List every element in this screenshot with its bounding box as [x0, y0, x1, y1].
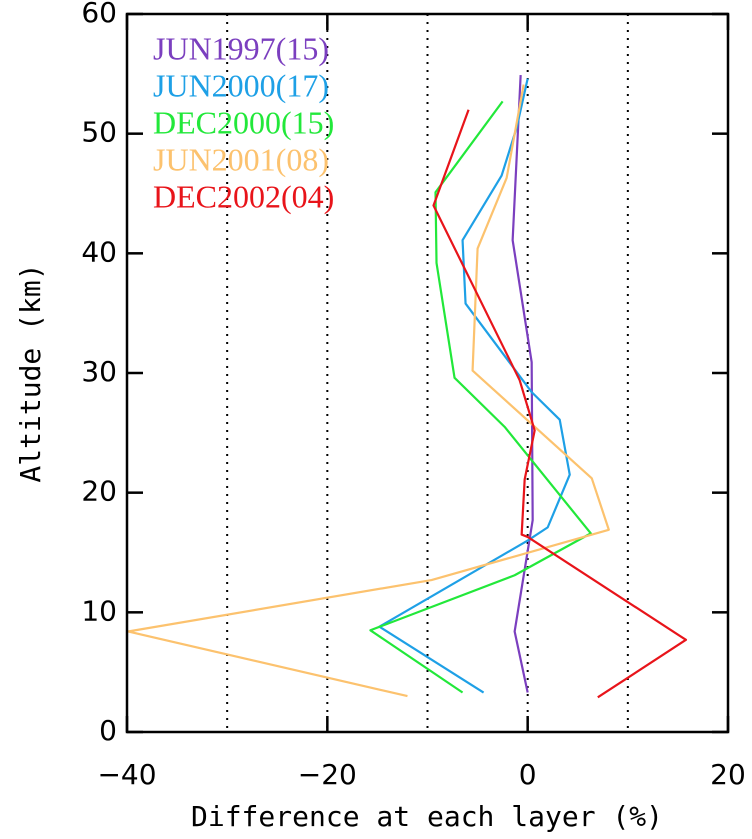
x-tick-label: −20 — [298, 758, 357, 791]
data-line — [511, 74, 534, 693]
data-line — [126, 84, 610, 698]
y-tick-label: 10 — [81, 594, 117, 627]
data-line — [369, 100, 592, 694]
legend-entry: DEC2000(15) — [153, 104, 334, 140]
x-tick-label: 0 — [519, 758, 537, 791]
data-line — [432, 109, 688, 699]
legend-entry: DEC2002(04) — [153, 178, 334, 214]
x-tick-label: −40 — [97, 758, 156, 791]
legend-entry: JUN1997(15) — [153, 30, 329, 66]
legend-entry: JUN2000(17) — [153, 67, 329, 103]
y-tick-label: 60 — [81, 0, 117, 29]
y-tick-label: 20 — [81, 475, 117, 508]
legend-entry: JUN2001(08) — [153, 141, 329, 177]
y-tick-label: 40 — [81, 235, 117, 268]
x-tick-label: 20 — [710, 758, 746, 791]
x-axis-label: Difference at each layer (%) — [191, 800, 663, 833]
y-axis-label: Altitude (km) — [14, 263, 47, 482]
y-tick-label: 50 — [81, 116, 117, 149]
data-line — [378, 78, 571, 694]
y-tick-label: 0 — [99, 714, 117, 747]
y-tick-label: 30 — [81, 355, 117, 388]
